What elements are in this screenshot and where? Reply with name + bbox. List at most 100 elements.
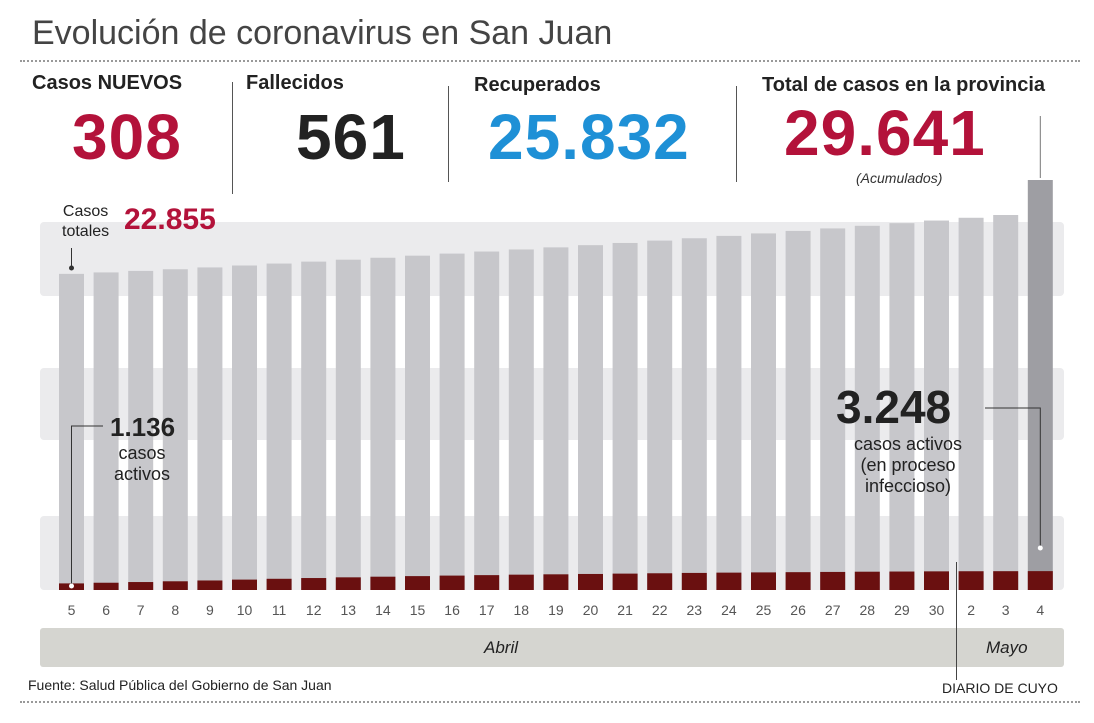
active-start-line2: activos — [113, 464, 171, 484]
active-end-value: 3.248 — [836, 381, 952, 433]
x-tick-label: 23 — [687, 602, 703, 618]
total-cases-bar — [128, 270, 154, 590]
total-cases-bar — [578, 245, 603, 590]
total-cases-bar — [197, 267, 223, 590]
active-cases-bar — [508, 574, 534, 590]
active-cases-bar — [820, 571, 846, 590]
total-cases-bar — [647, 240, 673, 591]
month-may-label: Mayo — [986, 638, 1028, 657]
active-cases-bar — [958, 571, 984, 590]
new-cases-value: 308 — [72, 101, 182, 173]
active-cases-bar — [716, 572, 742, 590]
x-tick-label: 18 — [514, 602, 530, 618]
total-cases-bar — [405, 255, 430, 591]
total-value: 29.641 — [784, 97, 986, 169]
active-end-label: casos activos (en proceso infeccioso) — [830, 434, 986, 497]
total-cases-bar — [370, 257, 396, 590]
x-tick-label: 28 — [860, 602, 876, 618]
x-tick-label: 27 — [825, 602, 841, 618]
active-cases-bar — [1027, 571, 1053, 590]
total-cases-bar — [474, 251, 500, 591]
active-cases-bar — [266, 578, 292, 590]
active-cases-bar — [751, 572, 776, 590]
x-tick-label: 5 — [68, 602, 76, 618]
x-tick-label: 20 — [583, 602, 599, 618]
active-end-line3: infeccioso) — [864, 476, 952, 496]
total-cases-bar — [993, 215, 1019, 590]
x-tick-label: 12 — [306, 602, 322, 618]
x-tick-label: 24 — [721, 602, 737, 618]
month-april-label: Abril — [484, 638, 519, 657]
active-cases-bar — [543, 574, 569, 590]
active-cases-bar — [405, 576, 430, 590]
title-divider — [20, 60, 1080, 62]
stat-divider — [232, 82, 233, 194]
recovered-value: 25.832 — [488, 101, 690, 173]
total-cases-bar — [958, 217, 984, 591]
total-cases-bar — [439, 253, 465, 591]
x-tick-label: 15 — [410, 602, 426, 618]
deaths-value: 561 — [296, 101, 406, 173]
total-cases-bar — [266, 263, 292, 590]
active-cases-bar — [612, 573, 638, 590]
month-divider-line — [956, 562, 957, 680]
total-cases-bar — [335, 259, 361, 590]
x-tick-label: 21 — [617, 602, 633, 618]
active-end-line1: casos activos — [853, 434, 963, 454]
active-start-leader — [71, 425, 103, 586]
x-tick-label: 6 — [102, 602, 110, 618]
active-cases-bar — [370, 576, 396, 590]
x-tick-label: 4 — [1036, 602, 1044, 618]
x-tick-label: 17 — [479, 602, 495, 618]
active-cases-bar — [439, 575, 465, 590]
active-cases-bar — [924, 571, 949, 590]
x-tick-label: 2 — [967, 602, 975, 618]
active-end-leader — [985, 407, 1041, 548]
x-tick-label: 14 — [375, 602, 391, 618]
total-cases-bar — [232, 265, 257, 590]
deaths-label: Fallecidos — [246, 72, 344, 94]
total-cases-bar — [785, 230, 811, 590]
x-tick-label: 11 — [272, 602, 287, 618]
active-cases-bar — [93, 582, 119, 590]
total-start-leader-dot — [69, 265, 74, 271]
x-tick-label: 3 — [1002, 602, 1010, 618]
active-cases-bar — [474, 575, 500, 590]
total-cases-bar — [716, 235, 742, 591]
x-tick-label: 13 — [341, 602, 357, 618]
x-tick-label: 10 — [237, 602, 253, 618]
total-cases-bar — [93, 272, 119, 590]
active-start-value: 1.136 — [110, 412, 176, 442]
x-tick-label: 9 — [206, 602, 214, 618]
x-tick-label: 26 — [790, 602, 806, 618]
active-cases-bar — [993, 571, 1019, 590]
total-cases-bar — [162, 269, 188, 590]
active-start-label: casos activos — [104, 443, 180, 485]
total-cases-bar — [820, 228, 846, 590]
total-label: Total de casos en la provincia — [762, 74, 1046, 96]
x-tick-label: 25 — [756, 602, 772, 618]
active-cases-bar — [889, 571, 915, 590]
total-start-label-line2: totales — [62, 223, 110, 240]
stat-divider — [448, 86, 449, 182]
x-tick-label: 8 — [171, 602, 179, 618]
total-note: (Acumulados) — [856, 170, 943, 186]
active-cases-bar — [128, 582, 154, 590]
x-tick-label: 29 — [894, 602, 910, 618]
source-text: Fuente: Salud Pública del Gobierno de Sa… — [28, 677, 332, 693]
new-cases-label: Casos NUEVOS — [32, 72, 183, 94]
active-cases-bar — [162, 581, 188, 590]
active-cases-bar — [785, 572, 811, 590]
credit-text: DIARIO DE CUYO — [942, 680, 1058, 696]
active-cases-bar — [335, 577, 361, 590]
active-cases-bar — [681, 572, 707, 590]
total-cases-bar — [924, 220, 949, 590]
x-tick-label: 16 — [444, 602, 460, 618]
active-cases-bar — [197, 580, 223, 590]
active-start-leader-dot — [69, 583, 74, 589]
x-tick-label: 22 — [652, 602, 668, 618]
active-cases-bar — [854, 571, 880, 590]
total-cases-bar — [612, 242, 638, 590]
stat-divider — [736, 86, 737, 182]
